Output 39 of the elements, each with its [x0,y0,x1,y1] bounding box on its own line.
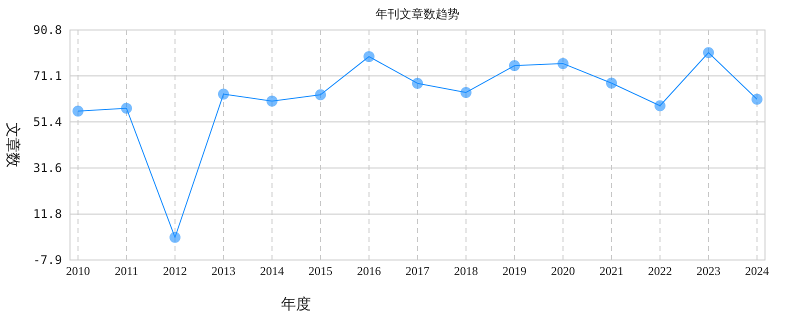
x-tick-label: 2012 [163,264,187,278]
x-tick-label: 2017 [406,264,430,278]
x-tick-label: 2013 [212,264,236,278]
point [72,106,84,117]
y-tick-label: 11.8 [33,207,62,222]
x-tick-label: 2021 [600,264,624,278]
x-tick-label: 2014 [260,264,284,278]
y-tick-label: -7.9 [33,253,62,267]
x-axis-title: 年度 [281,295,311,313]
chart-title: 年刊文章数趋势 [376,7,460,21]
point [752,94,762,105]
point [558,58,568,70]
y-tick-label: 51.4 [33,114,62,129]
point [266,96,278,107]
point [703,47,714,58]
x-tick-label: 2011 [114,264,138,278]
x-tick-label: 2020 [551,264,575,278]
point [121,102,132,114]
point [218,88,229,100]
x-tick-label: 2018 [454,264,478,278]
x-tick-label: 2015 [308,264,332,278]
point [460,86,472,98]
y-tick-label: 90.8 [33,23,62,37]
y-tick-label: 31.6 [33,160,62,175]
y-tick-label: 71.1 [33,68,62,83]
x-tick-label: 2023 [696,264,720,278]
y-axis-title: 文章数 [4,122,22,168]
point [170,232,180,243]
point [315,89,326,100]
x-tick-label: 2019 [502,264,526,278]
x-tick-label: 2022 [648,264,672,278]
point [654,100,666,112]
x-tick-label: 2024 [745,264,769,278]
point [606,78,617,89]
point [412,78,423,89]
point [364,51,374,62]
x-tick-label: 2010 [66,264,90,278]
point [509,60,520,72]
x-tick-label: 2016 [357,264,381,278]
